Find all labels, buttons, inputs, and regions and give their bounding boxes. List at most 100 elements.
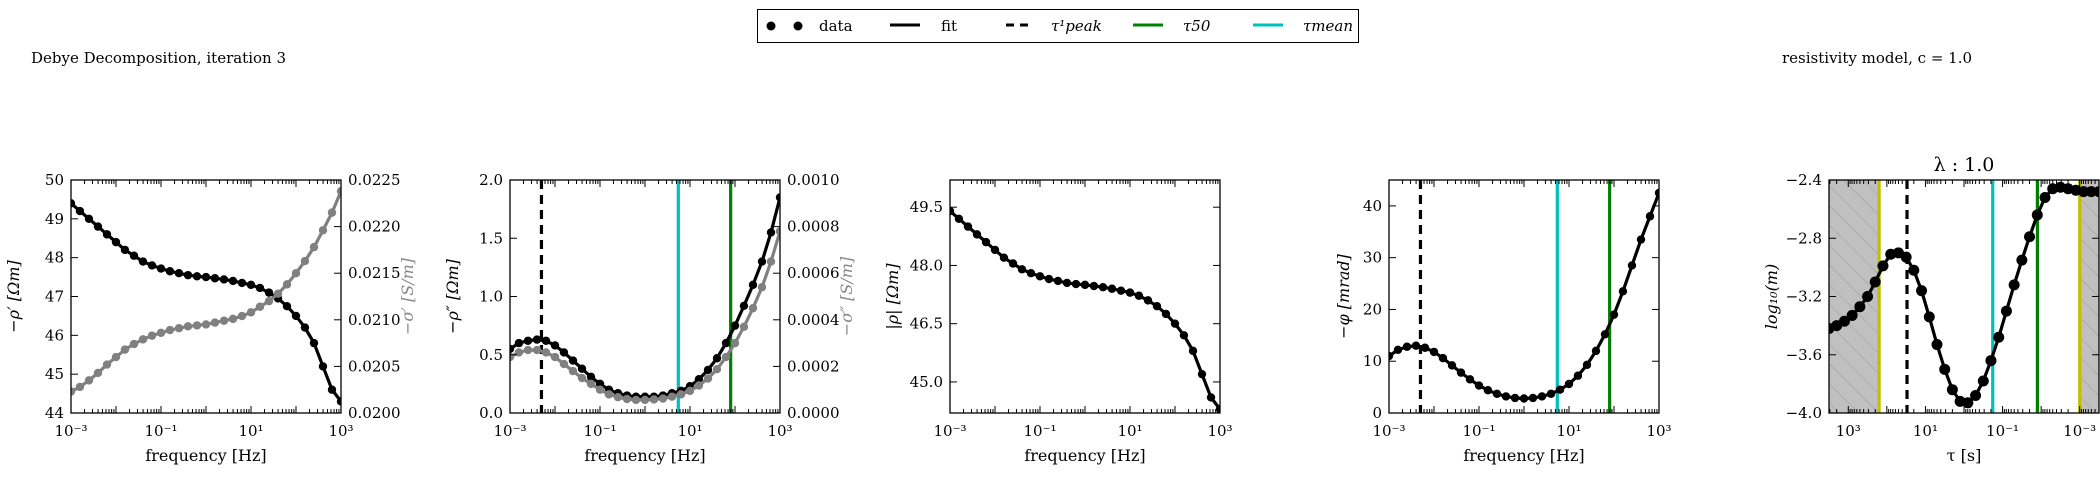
data-point — [1510, 393, 1520, 403]
data-point — [1900, 251, 1912, 263]
data-point — [147, 331, 157, 340]
y-tick-label: 0.5 — [479, 346, 503, 364]
data-point — [1869, 276, 1881, 288]
data-point — [1152, 302, 1162, 311]
legend: data fit τ¹peak τ50 τmean — [757, 9, 1359, 43]
data-point — [291, 269, 301, 278]
y-tick-label: 49.5 — [910, 198, 943, 216]
data-point — [1916, 285, 1928, 297]
axes-frame — [1388, 179, 1660, 414]
y-tick-label: 50 — [45, 171, 64, 189]
x-tick-label: 10⁻³ — [1372, 422, 1405, 440]
data-point — [703, 374, 713, 383]
data-point — [1465, 375, 1475, 384]
data-point — [721, 338, 731, 348]
data-point — [1071, 279, 1081, 289]
legend-marker-icon — [766, 21, 776, 31]
y-tick-label-right: 0.0210 — [348, 311, 401, 329]
data-point — [1143, 296, 1153, 305]
y-tick-label: −3.6 — [1786, 346, 1822, 364]
legend-item-tau-mean: τmean — [1253, 17, 1353, 35]
data-point — [336, 186, 341, 196]
data-point — [990, 245, 1000, 255]
plot-area — [71, 186, 341, 406]
plot-area — [1829, 180, 2099, 413]
y-tick-label: 46.5 — [910, 315, 943, 333]
x-tick-label: 10¹ — [1913, 422, 1938, 440]
data-point — [1044, 274, 1054, 284]
data-point — [1215, 404, 1220, 413]
data-point — [255, 283, 265, 293]
data-point — [1501, 392, 1511, 401]
y-tick-label-right: 0.0000 — [787, 404, 840, 422]
x-axis-label: τ [s] — [1947, 446, 1982, 465]
y-tick-label: 0 — [1372, 404, 1382, 422]
data-point — [255, 302, 265, 311]
data-point — [1429, 347, 1439, 357]
y-axis-label: −ρ′ [Ωm] — [4, 260, 23, 333]
data-point — [640, 395, 650, 405]
y-tick-label: 46 — [45, 326, 64, 344]
legend-item-fit: fit — [890, 17, 957, 35]
data-point — [1474, 381, 1484, 390]
x-axis-label: frequency [Hz] — [1463, 446, 1584, 465]
data-point — [523, 345, 533, 355]
series-line-1 — [950, 209, 1220, 411]
y-tick-label-right: 0.0215 — [348, 264, 401, 282]
data-point — [120, 345, 130, 354]
data-point — [201, 272, 211, 282]
data-point — [613, 392, 623, 402]
chart-panel-3: 10⁻³ 10⁻¹ 10¹ 10³ 45.0 46.5 48.0 49.5 frequency … — [883, 179, 1233, 465]
data-point — [748, 303, 758, 313]
plot-area — [1389, 180, 1659, 413]
data-point — [120, 245, 130, 255]
x-tick-label: 10⁻¹ — [144, 422, 177, 440]
data-point — [147, 261, 157, 270]
data-point — [318, 362, 328, 371]
series-line-1 — [1389, 192, 1659, 401]
data-point — [1125, 288, 1135, 297]
data-point — [1962, 397, 1974, 409]
y-tick-label-right: 0.0006 — [787, 264, 840, 282]
data-point — [264, 296, 274, 306]
axes-frame — [70, 179, 342, 414]
legend-label-data: data — [819, 17, 853, 35]
data-point — [138, 335, 148, 344]
data-point — [631, 395, 641, 405]
panel-title: λ : 1.0 — [1934, 154, 1995, 176]
x-tick-label: 10⁻³ — [54, 422, 87, 440]
data-point — [748, 280, 758, 290]
data-point — [586, 379, 596, 389]
data-point — [541, 336, 551, 345]
figure-title-left: Debye Decomposition, iteration 3 — [31, 49, 287, 67]
data-point — [676, 390, 686, 399]
data-point — [595, 379, 605, 389]
data-point — [1977, 375, 1989, 387]
data-point — [174, 269, 184, 278]
x-axis-label: frequency [Hz] — [584, 446, 705, 465]
data-point — [1197, 369, 1207, 379]
data-point — [1645, 212, 1655, 221]
data-point — [2016, 254, 2028, 266]
data-point — [1206, 393, 1216, 402]
data-point — [71, 199, 76, 208]
data-point — [1062, 278, 1072, 288]
data-point — [1993, 331, 2005, 343]
data-point — [1170, 319, 1180, 328]
data-point — [1026, 269, 1036, 278]
data-point — [1035, 272, 1045, 281]
data-point — [1636, 235, 1646, 244]
data-point — [93, 222, 103, 231]
data-point — [1402, 342, 1412, 351]
data-point — [228, 276, 238, 286]
data-point — [999, 253, 1009, 262]
y-tick-label: 20 — [1363, 300, 1382, 318]
data-point — [1537, 392, 1547, 401]
plot-area — [510, 180, 780, 413]
y-axis-label: |ρ| [Ωm] — [883, 263, 902, 330]
y-tick-label: −3.2 — [1786, 288, 1822, 306]
data-point — [532, 345, 542, 355]
x-tick-label: 10⁻¹ — [1023, 422, 1056, 440]
y-tick-label: 47 — [45, 288, 64, 306]
data-point — [766, 228, 776, 237]
